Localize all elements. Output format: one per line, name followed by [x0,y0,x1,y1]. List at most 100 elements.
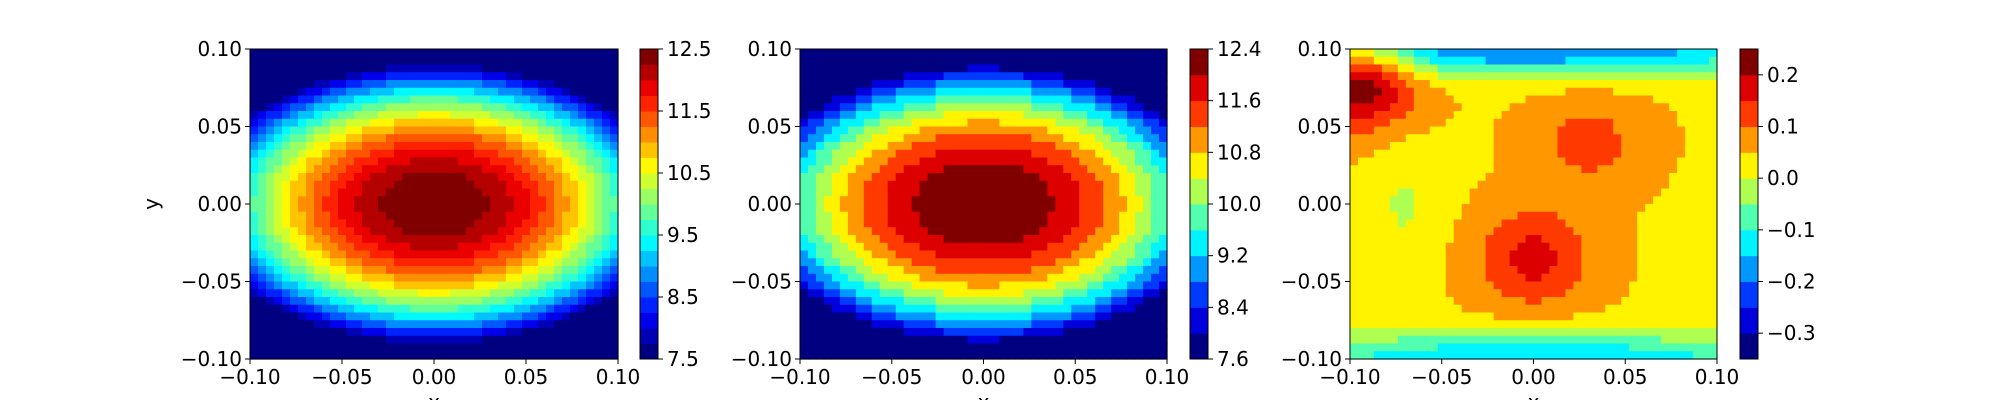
contour-cell [330,227,339,236]
contour-cell [562,180,571,190]
contour-cell [1357,157,1367,166]
contour-cell [1103,56,1112,66]
contour-cell [370,304,379,314]
contour-cell [354,72,363,81]
contour-cell [1357,134,1367,143]
contour-cell [831,219,841,228]
contour-cell [1557,304,1567,314]
contour-cell [839,118,849,128]
contour-cell [1079,312,1088,321]
contour-cell [807,258,817,267]
contour-cell [1143,242,1152,252]
contour-cell [1509,289,1519,298]
contour-cell [871,281,881,290]
contour-cell [258,266,267,275]
contour-cell [935,165,945,174]
contour-cell [1461,258,1471,267]
contour-cell [967,289,977,298]
contour-cell [578,297,587,306]
contour-cell [1111,335,1120,345]
contour-cell [258,242,267,252]
contour-cell [847,103,857,112]
contour-cell [426,242,435,252]
contour-cell [1389,204,1399,213]
contour-cell [815,297,825,306]
contour-cell [1413,258,1423,267]
contour-cell [1573,258,1582,267]
contour-cell [1071,80,1080,89]
contour-cell [1541,157,1551,166]
contour-cell [1119,211,1128,221]
contour-cell [362,297,371,306]
contour-cell [895,351,905,360]
contour-cell [943,165,953,174]
contour-cell [250,72,259,81]
contour-cell [1461,80,1471,89]
contour-cell [586,157,595,166]
contour-cell [538,351,547,360]
contour-cell [258,273,267,283]
contour-cell [823,304,833,314]
contour-cell [266,180,275,190]
contour-cell [1159,335,1168,345]
contour-cell [1007,250,1017,259]
contour-cell [1453,142,1463,151]
contour-cell [1389,134,1399,143]
contour-cell [282,80,291,89]
contour-cell [402,165,411,174]
contour-cell [1493,320,1503,329]
contour-cell [362,134,371,143]
contour-cell [1119,312,1128,321]
contour-cell [1063,328,1072,337]
contour-cell [1143,258,1152,267]
contour-cell [1533,320,1543,329]
contour-cell [370,343,379,352]
contour-cell [847,242,857,252]
contour-cell [1445,297,1455,306]
contour-cell [879,273,889,283]
contour-cell [394,250,403,259]
contour-cell [250,118,259,128]
contour-cell [1071,235,1080,244]
contour-cell [330,72,339,81]
contour-cell [338,103,347,112]
contour-cell [426,281,435,290]
contour-cell [1143,281,1152,290]
contour-cell [1437,72,1447,81]
contour-cell [1023,72,1032,81]
contour-cell [847,87,857,97]
contour-cell [274,64,283,73]
contour-cell [274,266,283,275]
contour-cell [1365,87,1375,97]
contour-cell [1421,242,1431,252]
contour-cell [490,273,499,283]
contour-cell [1413,80,1423,89]
contour-cell [426,72,435,81]
contour-cell [386,196,395,205]
contour-cell [498,56,507,66]
contour-cell [314,273,323,283]
contour-cell [442,204,451,213]
contour-cell [610,211,619,221]
contour-cell [895,289,905,298]
contour-cell [1055,351,1064,360]
contour-cell [879,297,889,306]
contour-cell [554,258,563,267]
contour-cell [1429,343,1439,352]
contour-cell [871,149,881,159]
contour-cell [274,173,283,182]
contour-cell [871,111,881,120]
contour-cell [490,49,499,58]
contour-cell [1429,103,1439,112]
contour-cell [863,235,873,244]
contour-cell [1111,281,1120,290]
contour-cell [274,258,283,267]
contour-cell [514,49,523,58]
contour-cell [458,351,467,360]
contour-cell [498,266,507,275]
contour-cell [1143,297,1152,306]
contour-cell [258,351,267,360]
contour-cell [1159,142,1168,151]
contour-cell [306,196,315,205]
contour-cell [1365,134,1375,143]
